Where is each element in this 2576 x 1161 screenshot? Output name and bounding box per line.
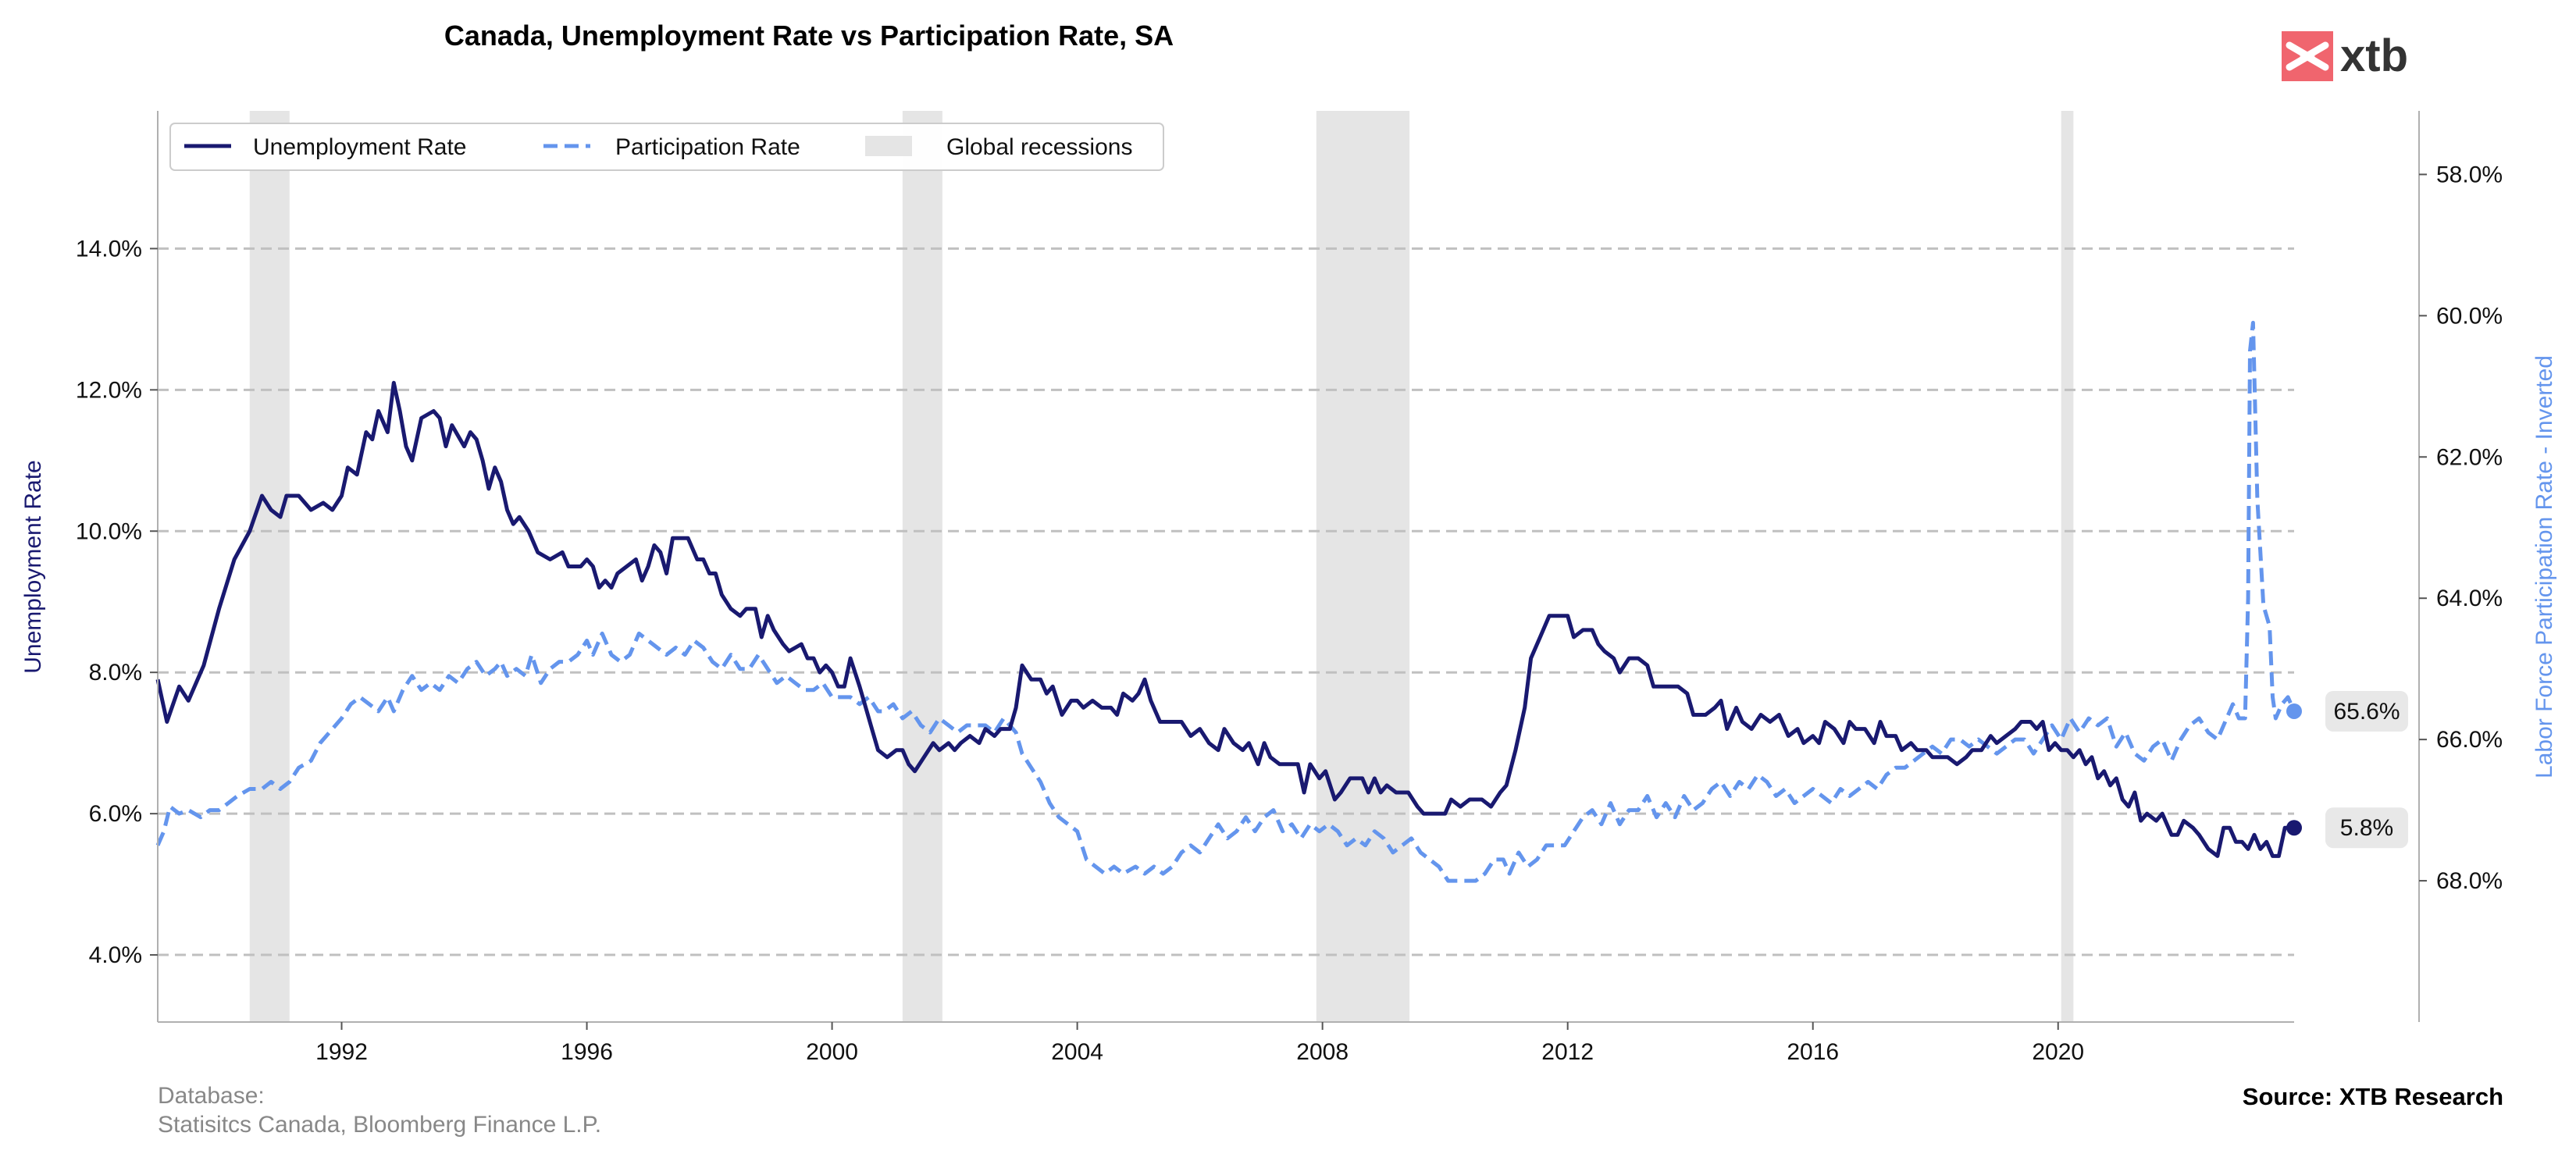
right-tick-label: 62.0% [2436,444,2503,470]
legend-swatch-recession [865,136,912,156]
right-axis-ticks: 58.0% 60.0% 62.0% 64.0% 66.0% 68.0% [2419,162,2503,894]
recession-band-2 [1316,111,1410,1022]
end-badge-unemployment [2325,807,2408,849]
recession-band-0 [249,111,290,1022]
right-tick-label: 58.0% [2436,162,2503,187]
right-tick-label: 66.0% [2436,727,2503,753]
x-tick-label: 2008 [1296,1039,1349,1065]
x-tick-label: 2004 [1051,1039,1103,1065]
footer-database-label: Database: [158,1083,265,1109]
left-tick-label: 8.0% [89,660,142,686]
xtb-logo: xtb [2282,30,2408,81]
end-marker-unemployment [2286,820,2302,836]
left-tick-label: 14.0% [76,236,142,262]
legend-label-unemployment: Unemployment Rate [253,134,466,160]
right-tick-label: 68.0% [2436,868,2503,894]
recession-band-1 [902,111,942,1022]
recession-band-3 [2061,111,2074,1022]
legend: Unemployment Rate Participation Rate Glo… [169,123,1164,171]
x-tick-label: 2016 [1787,1039,1839,1065]
right-tick-label: 60.0% [2436,303,2503,329]
gridlines [158,247,2294,956]
x-tick-label: 1992 [315,1039,368,1065]
x-tick-label: 2012 [1541,1039,1594,1065]
legend-frame [169,123,1164,171]
left-tick-label: 12.0% [76,377,142,403]
end-label-unemployment: 5.8% [2340,815,2393,841]
end-badge-participation [2325,690,2408,732]
series-unemployment-line [155,380,2294,858]
recession-bands [249,111,2074,1022]
legend-label-recession: Global recessions [946,134,1132,160]
x-tick-label: 2000 [806,1039,858,1065]
logo-text: xtb [2340,30,2408,81]
end-label-participation: 65.6% [2333,699,2400,725]
right-tick-label: 64.0% [2436,586,2503,611]
footer-source: Source: XTB Research [2243,1083,2503,1110]
left-axis-label: Unemployment Rate [20,460,46,673]
left-tick-label: 10.0% [76,518,142,544]
end-value-labels: 65.6% 5.8% [2286,690,2408,849]
x-tick-label: 1996 [561,1039,613,1065]
series-participation-line [155,320,2296,883]
legend-label-participation: Participation Rate [615,134,800,160]
x-tick-label: 2020 [2032,1039,2084,1065]
x-axis-ticks: 1992 1996 2000 2004 2008 2012 2016 2020 [315,1022,2084,1065]
chart-title: Canada, Unemployment Rate vs Participati… [444,20,1174,52]
left-tick-label: 6.0% [89,801,142,827]
left-axis-ticks: 4.0% 6.0% 8.0% 10.0% 12.0% 14.0% [76,236,158,968]
footer-database-sources: Statisitcs Canada, Bloomberg Finance L.P… [158,1112,601,1138]
end-marker-participation [2286,703,2302,719]
series-lines [155,320,2296,883]
logo-x-icon [2286,41,2329,71]
right-axis-label: Labor Force Participation Rate - Inverte… [2531,355,2557,778]
left-tick-label: 4.0% [89,942,142,968]
